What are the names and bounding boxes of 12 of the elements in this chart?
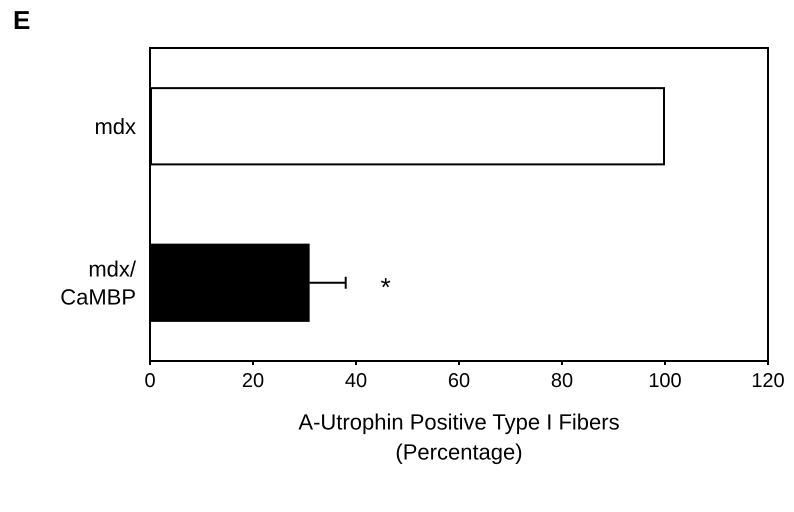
- y-tick-label: mdx/CaMBP: [60, 256, 137, 310]
- x-axis-title: A-Utrophin Positive Type I Fibers (Percentage): [298, 410, 620, 464]
- x-tick-label: 80: [550, 370, 574, 392]
- x-tick-label: 40: [344, 370, 368, 392]
- x-tick-label: 120: [751, 370, 785, 392]
- x-tick-label: 20: [242, 370, 264, 392]
- x-tick-label: 0: [144, 370, 156, 392]
- x-tick-label: 100: [648, 370, 682, 392]
- y-tick-label: mdx: [94, 114, 136, 139]
- annotation: *: [380, 272, 391, 302]
- x-tick-label: 60: [448, 370, 470, 392]
- chart-title: E: [13, 5, 30, 35]
